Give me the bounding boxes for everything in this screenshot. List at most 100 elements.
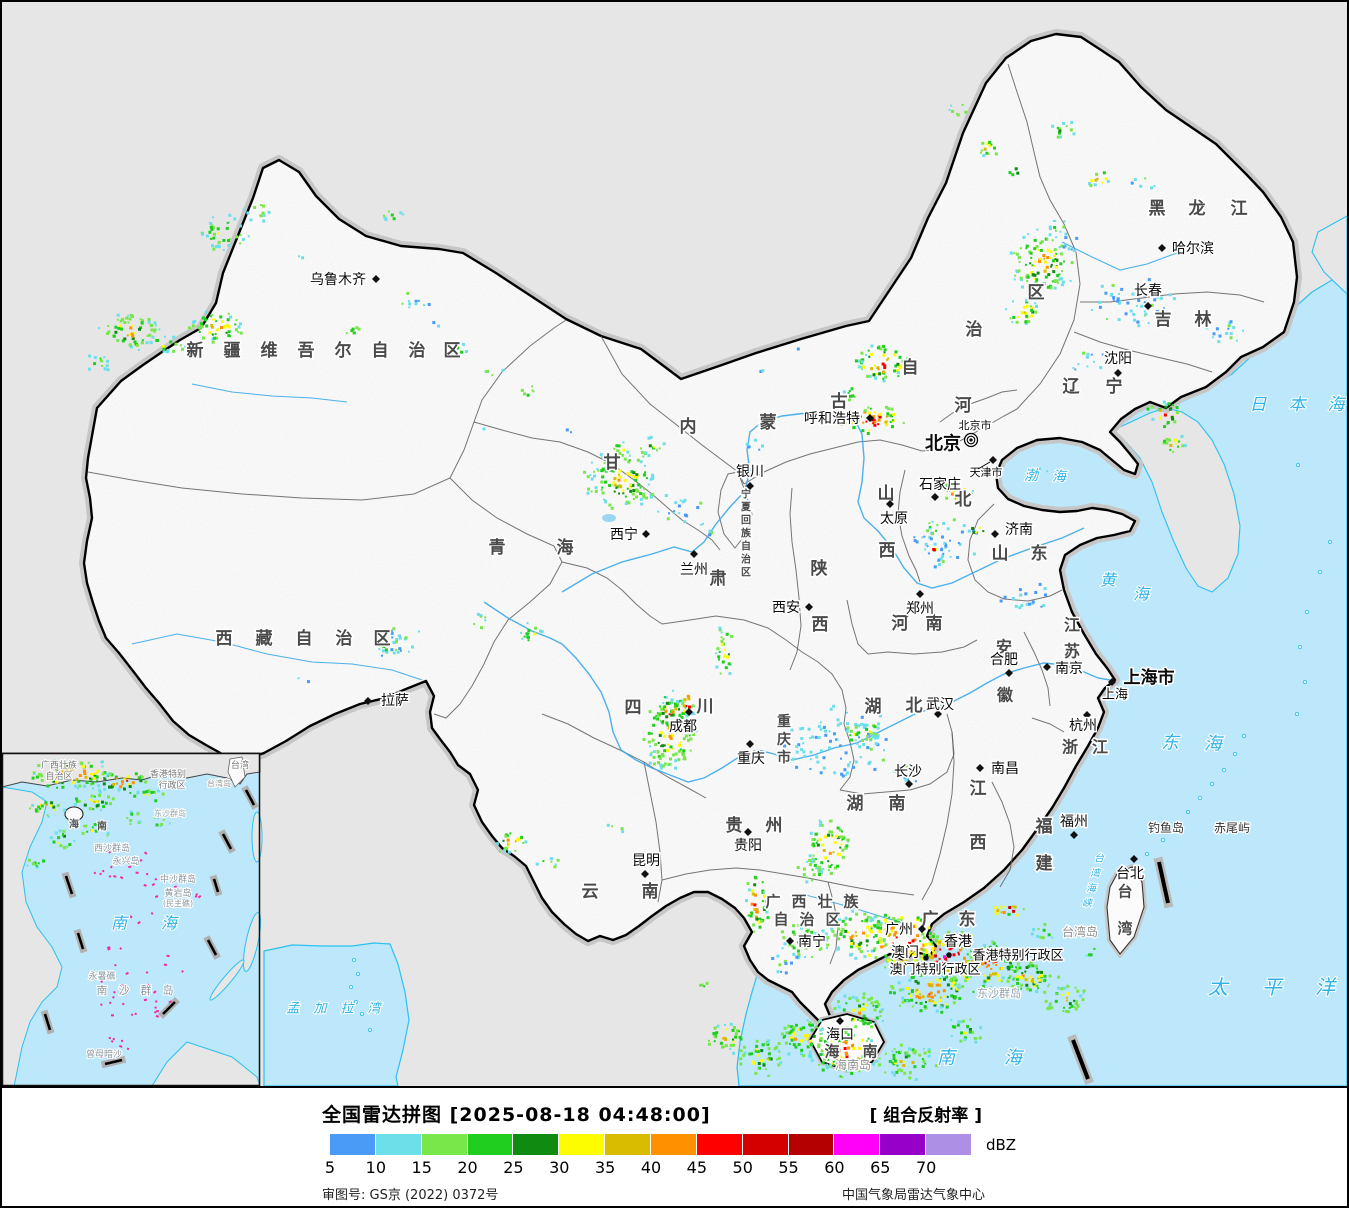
province-label-山东: 山 [992, 544, 1009, 564]
inset-island-mark [197, 895, 202, 899]
inset-island-mark [139, 859, 143, 862]
province-label-内蒙古自治区: 古 [831, 391, 848, 412]
radar-echo-cluster [297, 677, 310, 684]
sea-label-太平洋: 洋 [1315, 975, 1337, 999]
radar-echo-cluster [1038, 467, 1049, 473]
label-arrow [977, 461, 991, 470]
province-label-西藏自治区: 治 [336, 628, 353, 649]
city-marker [931, 493, 939, 501]
province-label-广西壮族自治区: 广 [765, 892, 780, 910]
city-label-济南: 济南 [1005, 522, 1033, 538]
tick-60: 60 [824, 1158, 845, 1177]
radar-echo-cluster [1146, 400, 1179, 429]
inset-island-mark [145, 872, 149, 876]
province-label-陕西: 西 [812, 615, 829, 635]
tick-65: 65 [870, 1158, 891, 1177]
inset-island-mark [93, 871, 97, 875]
inset-island-mark [113, 991, 116, 994]
sea-label-太平洋: 平 [1262, 975, 1284, 999]
inset-island-mark [114, 963, 117, 967]
inset-island-mark [155, 1000, 158, 1003]
province-label-广东: 东 [959, 909, 976, 930]
island-layer [806, 863, 1148, 1074]
city-沈阳: 沈阳 [1103, 349, 1134, 377]
province-label-甘肃: 甘 [604, 452, 621, 473]
inset-label: 南 [97, 820, 107, 833]
terrain-texture [84, 34, 1297, 1024]
radar-echo-cluster [967, 526, 985, 534]
inset-dash [206, 939, 218, 956]
city-西宁: 西宁 [609, 524, 650, 544]
colorbar-segment-60 [834, 1134, 881, 1155]
province-label-宁夏回族自治区: 夏 [740, 502, 752, 514]
radar-echo-cluster [126, 810, 142, 825]
province-label-湖南: 湖 [847, 794, 864, 814]
city-label-台北: 台北 [1116, 866, 1144, 882]
inset-island-mark [135, 871, 139, 874]
inset-label: 南 [97, 984, 108, 997]
city-南宁: 南宁 [786, 931, 828, 951]
inset-island-mark [113, 874, 117, 878]
city-sublabel-香港: 香港特别行政区 [972, 949, 1063, 964]
city-呼和浩特: 呼和浩特 [803, 409, 874, 428]
city-marker [886, 500, 894, 508]
province-label-山西: 山 [878, 484, 895, 504]
inset-label: 群 [141, 983, 152, 997]
inset-philippines [251, 811, 263, 863]
inset-island-mark [154, 877, 158, 881]
inset-dash [43, 1013, 52, 1031]
province-label-台湾: 台 [1117, 882, 1132, 900]
city-sublabel-北京: 北京市 [959, 418, 992, 432]
radar-echo-cluster [565, 428, 572, 434]
province-label-贵州: 贵 [726, 815, 743, 836]
inset-island-mark [154, 1006, 157, 1009]
city-marker [918, 925, 926, 933]
river-layer [131, 241, 1201, 927]
inset-island-mark [163, 963, 167, 966]
inset-island-mark [154, 895, 159, 899]
sea-label-南海: 南 [937, 1047, 958, 1068]
radar-echo-cluster [149, 335, 186, 354]
city-marker [836, 1017, 844, 1025]
tick-35: 35 [594, 1158, 616, 1177]
province-label-海南: 海 [824, 1042, 839, 1060]
colorbar-segment-30 [559, 1134, 606, 1155]
inset-island-mark [101, 869, 105, 873]
inset-borneo [151, 1041, 261, 1086]
province-label-新疆维吾尔自治区: 自 [372, 340, 389, 361]
radar-echo-cluster [892, 764, 921, 783]
province-label-广西壮族自治区: 自 [773, 910, 788, 928]
city-label-重庆: 重庆 [737, 751, 765, 767]
province-label-安徽: 安 [996, 638, 1012, 657]
radar-echo-cluster [606, 823, 625, 834]
radar-echo-cluster [700, 522, 714, 537]
province-label-新疆维吾尔自治区: 区 [444, 341, 461, 361]
radar-echo-cluster [932, 547, 937, 552]
radar-echo-cluster [759, 369, 765, 373]
inset-island-mark [143, 851, 148, 855]
radar-echo-cluster [657, 494, 703, 524]
city-label-昆明: 昆明 [632, 853, 660, 869]
inset-label: 广西壮族 [41, 759, 77, 771]
tick-30: 30 [549, 1158, 570, 1177]
city-marker [866, 414, 874, 422]
province-label-江西: 西 [970, 833, 987, 853]
inset-label: 香港特别 [150, 768, 186, 780]
city-label-呼和浩特: 呼和浩特 [804, 411, 860, 427]
inset-palawan [209, 959, 245, 1001]
city-label-太原: 太原 [880, 511, 908, 527]
province-label-广东: 广 [922, 909, 939, 930]
inset-island-mark [100, 980, 103, 983]
radar-echo-cluster [999, 582, 1047, 610]
inset-island-mark [147, 983, 151, 987]
radar-echo-cluster [1030, 922, 1054, 940]
radar-echo-cluster [838, 405, 905, 435]
island-label: 赤尾屿 [1214, 821, 1250, 835]
province-label-吉林: 林 [1195, 309, 1212, 330]
inset-label: 台湾 [231, 759, 249, 771]
radar-echo-cluster [1005, 298, 1038, 325]
city-marker [685, 708, 693, 716]
city-label-西安: 西安 [772, 600, 800, 616]
province-label-宁夏回族自治区: 回 [741, 515, 751, 527]
